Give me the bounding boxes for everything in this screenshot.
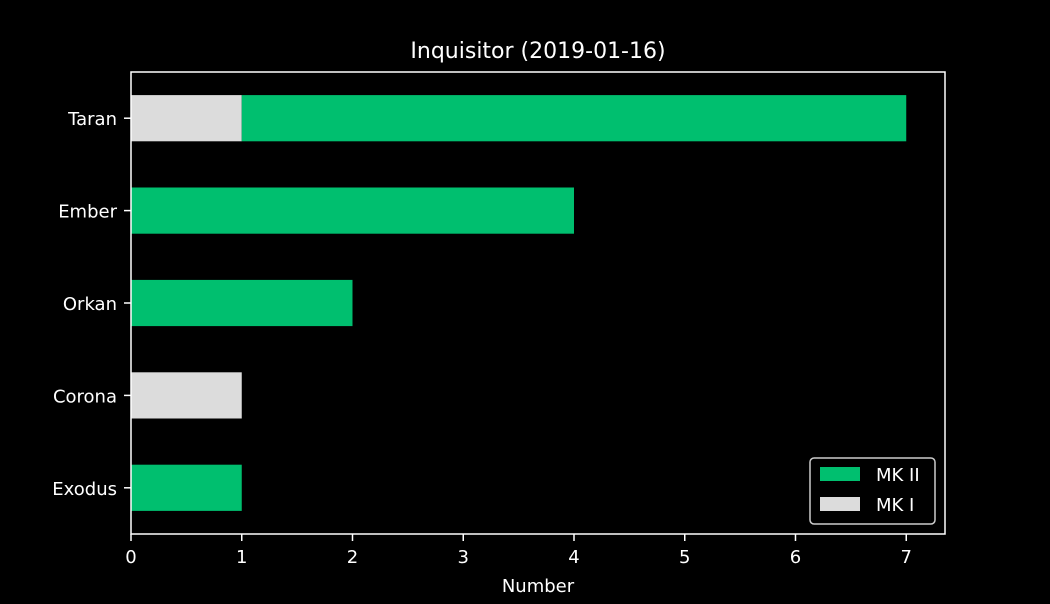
x-tick-label: 1 [236,547,247,568]
y-axis: Taran Ember Orkan Corona Exodus [52,109,131,500]
bar-exodus-mk-ii [131,464,242,511]
y-tick-label: Ember [58,202,117,223]
legend-label: MK I [876,495,914,516]
legend-label: MK II [876,465,920,486]
x-tick-label: 3 [458,547,469,568]
y-tick-label: Orkan [63,294,117,315]
y-tick-label: Taran [67,109,117,130]
x-tick-label: 7 [901,547,912,568]
bar-taran-mk-ii [241,95,907,142]
y-tick-label: Corona [53,386,117,407]
plot-frame [130,71,946,535]
x-tick-label: 2 [347,547,358,568]
bar-taran-mk-i [131,95,242,142]
x-tick-label: 5 [679,547,690,568]
x-axis: 0 1 2 3 4 5 6 7 [125,534,912,568]
x-tick-label: 6 [790,547,801,568]
x-tick-label: 4 [568,547,579,568]
bar-corona-mk-i [131,372,242,419]
legend-swatch-mk-i [820,497,860,511]
x-tick-label: 0 [125,547,136,568]
legend-swatch-mk-ii [820,467,860,481]
chart-title: Inquisitor (2019-01-16) [410,39,665,64]
bar-ember-mk-ii [131,187,574,234]
y-tick-label: Exodus [52,479,117,500]
bar-orkan-mk-ii [131,279,353,327]
x-axis-label: Number [502,576,575,597]
legend: MK II MK I [809,457,936,525]
bars-group [131,95,907,511]
